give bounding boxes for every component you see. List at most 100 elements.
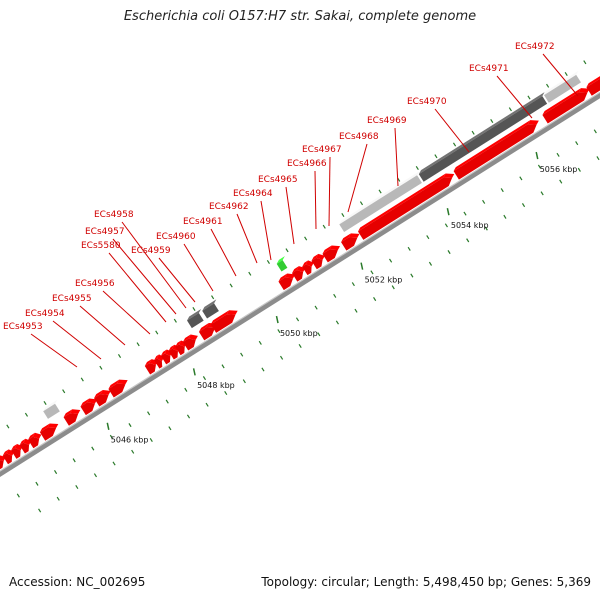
gene-cds (80, 398, 98, 416)
tick-mark (537, 164, 542, 169)
gene-other (276, 256, 288, 272)
gene-cds (311, 253, 325, 270)
label-leader (434, 108, 470, 153)
accession-label: Accession: NC_002695 (9, 575, 146, 589)
tick-mark (6, 424, 10, 429)
gene-cds (302, 260, 314, 276)
tick-mark (410, 273, 414, 278)
tick-mark (391, 285, 395, 290)
gene-label: ECs4965 (258, 175, 298, 185)
label-leader (314, 170, 317, 230)
tick-mark (93, 473, 98, 478)
tick-mark (202, 376, 207, 381)
tick-mark (295, 317, 300, 322)
tick-mark (242, 379, 246, 384)
gene-cds (28, 432, 42, 449)
tick-mark (261, 367, 265, 372)
label-leader (30, 333, 78, 368)
tick-mark (378, 189, 382, 194)
genome-meta: Topology: circular; Length: 5,498,450 bp… (261, 575, 591, 589)
gene-label: ECs4960 (156, 232, 196, 242)
scale-label: 5046 kbp (111, 436, 149, 445)
gene-cds (182, 334, 198, 351)
gene-cds (586, 76, 600, 96)
label-leader (496, 75, 533, 119)
label-leader (542, 53, 579, 97)
gene-pseudo (187, 308, 204, 329)
gene-cds (278, 273, 296, 291)
tick-mark (428, 261, 433, 266)
gene-cds (210, 310, 238, 333)
label-leader (210, 228, 237, 277)
tick-mark (192, 306, 196, 311)
tick-mark (521, 203, 526, 208)
tick-mark (91, 446, 95, 451)
tick-mark (224, 391, 228, 396)
tick-mark (165, 399, 169, 404)
tick-mark (452, 142, 457, 147)
tick-mark (466, 238, 470, 243)
tick-mark (564, 72, 568, 77)
gene-rna (339, 171, 422, 232)
gene-rna (43, 399, 60, 419)
tick-mark (298, 344, 302, 349)
tick-mark (72, 458, 76, 463)
gene-cds (63, 409, 81, 426)
tick-mark (540, 191, 544, 196)
tick-mark (447, 250, 451, 255)
tick-mark (229, 283, 233, 288)
label-leader (102, 290, 151, 335)
tick-mark (99, 365, 103, 370)
tick-mark (583, 60, 587, 65)
tick-mark (277, 329, 281, 334)
gene-label: ECs4969 (367, 116, 407, 126)
tick-mark (266, 259, 270, 264)
tick-mark (500, 188, 504, 193)
tick-mark (335, 320, 339, 325)
tick-mark (577, 167, 581, 172)
gene-pseudo (418, 92, 548, 182)
tick-mark (117, 353, 122, 358)
scale-tick (446, 208, 450, 216)
gene-cds (453, 120, 539, 180)
tick-mark (75, 485, 79, 490)
tick-mark (240, 352, 244, 357)
tick-mark (484, 226, 488, 231)
tick-mark (168, 426, 172, 431)
map-title: Escherichia coli O157:H7 str. Sakai, com… (123, 9, 477, 24)
tick-mark (136, 342, 140, 347)
tick-mark (333, 293, 337, 298)
genome-backbone-highlight (0, 91, 600, 472)
tick-mark (112, 461, 116, 466)
scale-tick (106, 422, 110, 430)
gene-label: ECs5580 (81, 241, 121, 251)
tick-mark (56, 496, 60, 501)
gene-label: ECs4964 (233, 189, 273, 199)
gene-label: ECs4959 (131, 246, 171, 256)
gene-rna (544, 70, 581, 103)
label-leader (347, 143, 368, 213)
scale-tick (535, 151, 539, 160)
scale-tick (360, 262, 364, 270)
tick-mark (373, 297, 377, 302)
gene-label: ECs4953 (3, 322, 43, 332)
gene-cds (322, 245, 341, 263)
tick-mark (434, 154, 438, 159)
tick-mark (351, 282, 355, 287)
tick-mark (508, 107, 512, 112)
tick-mark (16, 493, 20, 498)
tick-mark (258, 340, 262, 345)
gene-label: ECs4956 (75, 279, 115, 289)
tick-mark (444, 223, 448, 228)
tick-mark (463, 211, 467, 216)
scale-tick (192, 368, 196, 376)
tick-mark (322, 224, 326, 229)
scale-label: 5056 kbp (540, 165, 578, 174)
label-leader (328, 156, 331, 227)
gene-cds (542, 88, 590, 124)
label-leader (236, 213, 258, 264)
tick-mark (314, 305, 318, 310)
gene-pseudo (202, 299, 219, 319)
tick-mark (490, 118, 494, 124)
